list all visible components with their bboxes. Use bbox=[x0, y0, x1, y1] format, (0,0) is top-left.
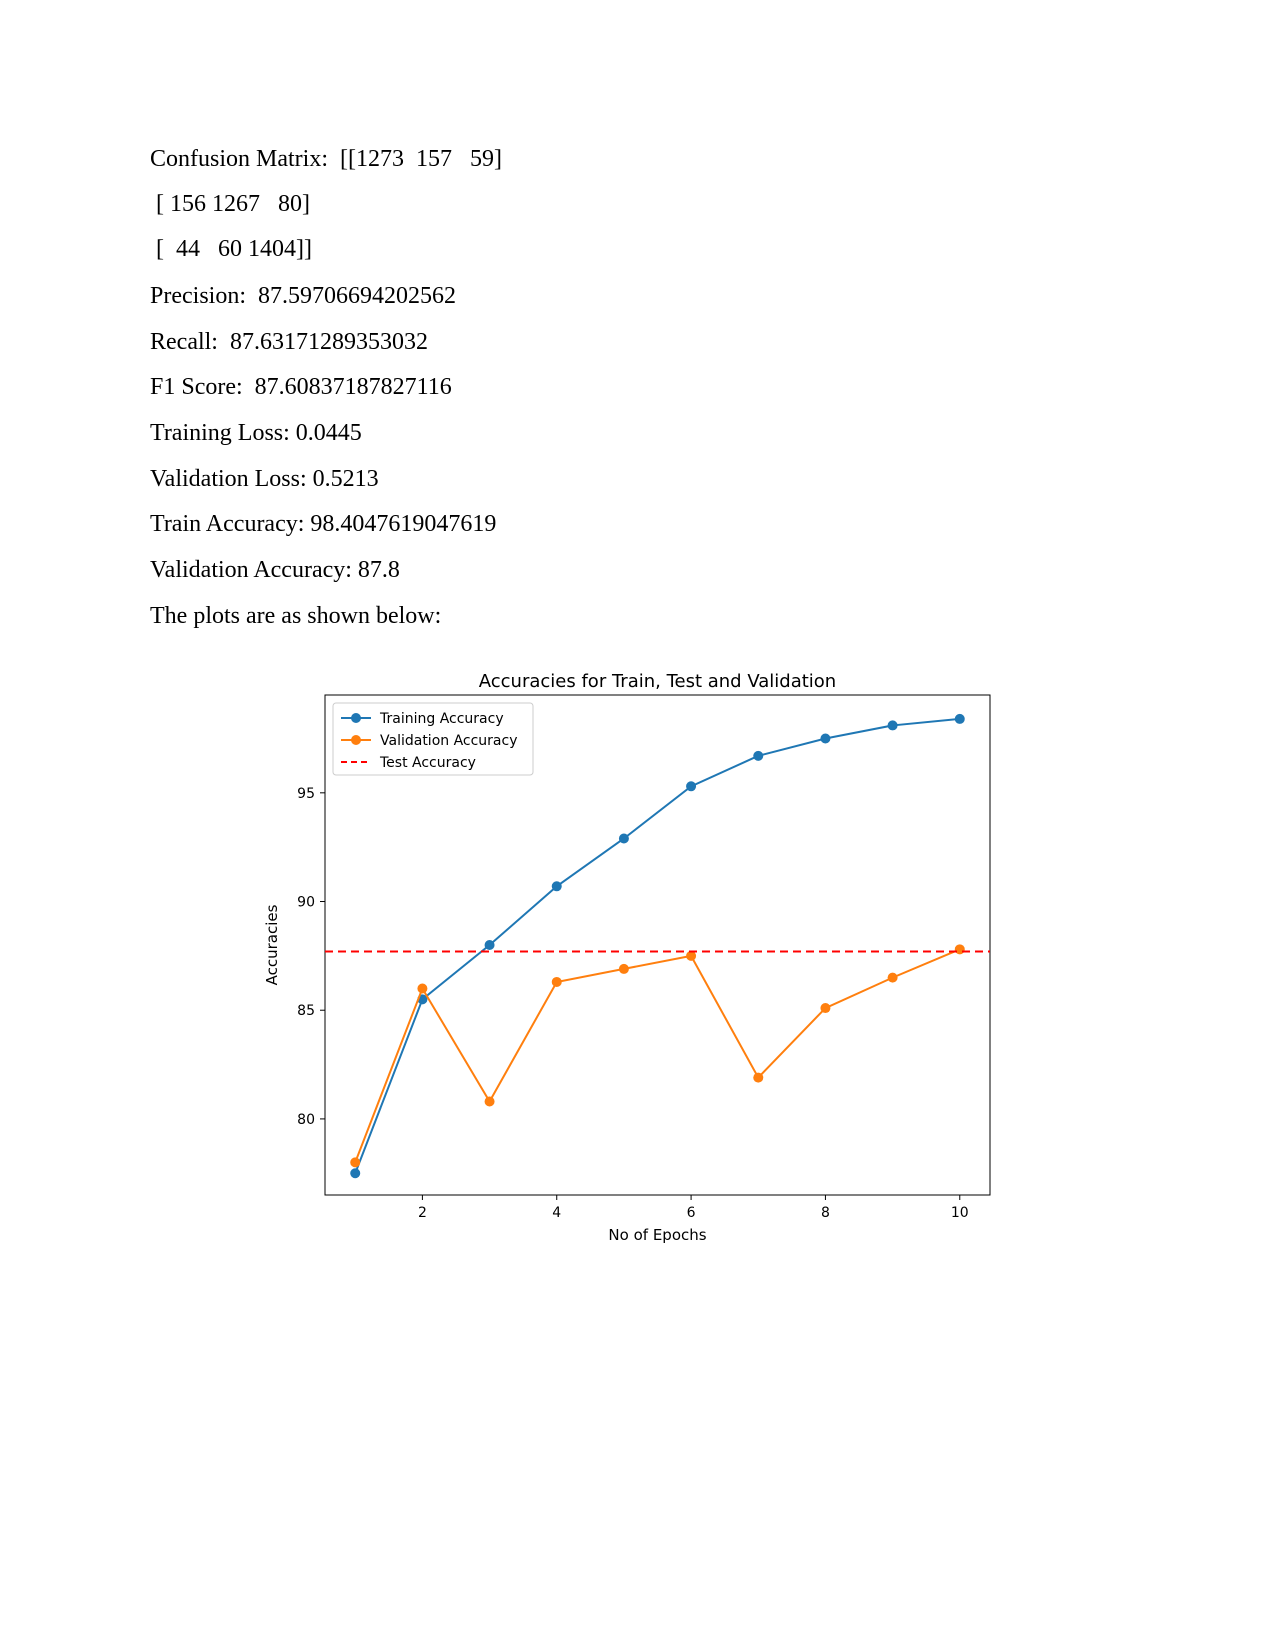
legend-validation-accuracy-label: Validation Accuracy bbox=[380, 733, 518, 749]
validation-accuracy-point bbox=[484, 1096, 495, 1107]
training-accuracy-point bbox=[618, 833, 629, 844]
y-tick-label: 85 bbox=[297, 1003, 315, 1019]
confusion-matrix-line-3: [ 44 60 1404]] bbox=[150, 236, 312, 262]
x-axis-label: No of Epochs bbox=[608, 1226, 706, 1244]
x-tick-label: 2 bbox=[418, 1205, 427, 1221]
validation-accuracy-point bbox=[887, 972, 898, 983]
validation-accuracy-point bbox=[350, 1157, 361, 1168]
training-accuracy-point bbox=[350, 1168, 361, 1179]
training-accuracy-point bbox=[551, 881, 562, 892]
confusion-matrix-line-1: Confusion Matrix: [[1273 157 59] bbox=[150, 146, 502, 172]
validation-accuracy-point bbox=[551, 976, 562, 987]
validation-accuracy-point bbox=[820, 1003, 831, 1014]
validation-accuracy-line: Validation Accuracy: 87.8 bbox=[150, 557, 400, 583]
validation-accuracy-line bbox=[354, 948, 961, 1163]
accuracy-chart: Accuracies for Train, Test and Validatio… bbox=[263, 671, 991, 1244]
x-tick-label: 10 bbox=[951, 1205, 969, 1221]
recall-line: Recall: 87.63171289353032 bbox=[150, 329, 428, 355]
y-tick-label: 90 bbox=[297, 895, 315, 911]
x-tick-label: 6 bbox=[687, 1205, 696, 1221]
training-accuracy-point bbox=[686, 781, 697, 792]
validation-accuracy-point bbox=[417, 983, 428, 994]
train-accuracy-line: Train Accuracy: 98.4047619047619 bbox=[150, 511, 497, 537]
validation-loss-line: Validation Loss: 0.5213 bbox=[150, 466, 379, 492]
training-accuracy-point bbox=[954, 713, 965, 724]
validation-accuracy-point bbox=[618, 963, 629, 974]
validation-accuracy-point bbox=[954, 944, 965, 955]
f1-score-line: F1 Score: 87.60837187827116 bbox=[150, 374, 452, 400]
training-loss-line: Training Loss: 0.0445 bbox=[150, 420, 362, 446]
chart-title: Accuracies for Train, Test and Validatio… bbox=[479, 671, 836, 692]
validation-accuracy-point bbox=[686, 950, 697, 961]
plots-intro-line: The plots are as shown below: bbox=[150, 603, 442, 629]
y-tick-label: 95 bbox=[297, 786, 315, 802]
confusion-matrix-line-2: [ 156 1267 80] bbox=[150, 191, 310, 217]
training-accuracy-point bbox=[753, 750, 764, 761]
training-accuracy-line bbox=[354, 717, 960, 1174]
precision-line: Precision: 87.59706694202562 bbox=[150, 283, 456, 309]
validation-accuracy-point bbox=[753, 1072, 764, 1083]
training-accuracy-point bbox=[887, 720, 898, 731]
legend-box bbox=[332, 702, 534, 776]
x-tick-label: 4 bbox=[552, 1205, 561, 1221]
legend-training-accuracy-marker bbox=[351, 713, 361, 723]
y-axis-label: Accuracies bbox=[263, 904, 281, 985]
legend-training-accuracy-label: Training Accuracy bbox=[379, 711, 504, 727]
legend-validation-accuracy-marker bbox=[351, 735, 361, 745]
training-accuracy-point bbox=[820, 733, 831, 744]
y-tick-label: 80 bbox=[297, 1112, 315, 1128]
legend-test-accuracy-label: Test Accuracy bbox=[379, 755, 476, 771]
plot-frame bbox=[324, 694, 991, 1196]
training-accuracy-point bbox=[484, 940, 495, 950]
x-tick-label: 8 bbox=[821, 1205, 830, 1221]
